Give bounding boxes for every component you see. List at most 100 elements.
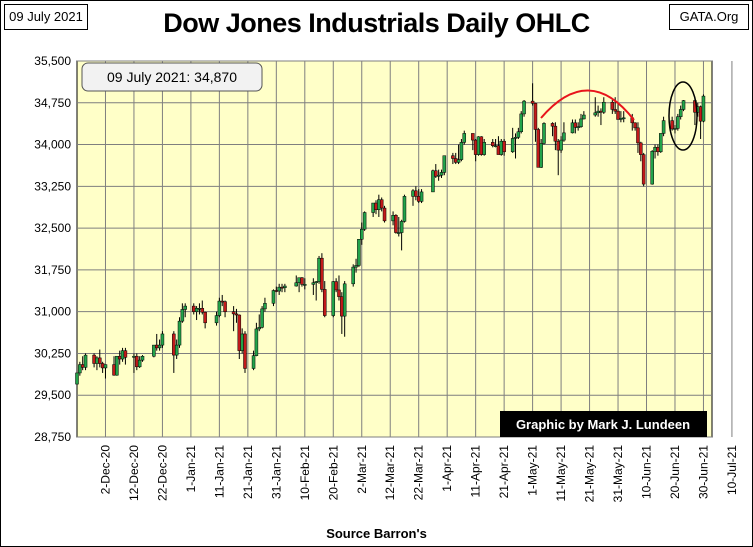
candle-body <box>322 289 327 316</box>
candle-body <box>482 142 486 155</box>
candle-body <box>251 355 256 369</box>
x-tick-label: 21-May-21 <box>583 445 597 503</box>
candle-body <box>559 139 563 151</box>
candle-body <box>462 133 467 143</box>
candle-body <box>431 170 435 193</box>
x-tick-label: 11-Apr-21 <box>469 445 483 498</box>
candle-body <box>479 136 484 155</box>
candle-body <box>573 122 578 128</box>
candle-body <box>214 315 219 324</box>
x-tick-label: 1-Jan-21 <box>184 445 198 493</box>
candle-body <box>172 333 176 356</box>
candle-body <box>636 127 640 144</box>
x-tick-label: 30-Jun-21 <box>696 445 710 499</box>
candle-body <box>582 114 586 120</box>
candle-body <box>459 142 464 160</box>
chart-title: Dow Jones Industrials Daily OHLC <box>163 8 590 38</box>
candle-body <box>602 101 606 113</box>
top-arc-annotation <box>540 89 635 121</box>
candle-body <box>681 100 686 110</box>
candle-body <box>377 199 381 210</box>
candle-body <box>656 147 660 153</box>
candle-body <box>231 311 236 315</box>
candle-body <box>160 333 165 346</box>
candle-body <box>78 364 82 374</box>
candle-body <box>194 308 199 312</box>
candle-body <box>200 308 205 313</box>
candle-body <box>135 355 139 368</box>
candle-body <box>254 328 259 356</box>
candle-body <box>203 311 207 324</box>
circle-annotation <box>668 81 698 151</box>
y-axis-labels: 28,750 29,500 30,250 31,000 31,750 32,500 33,2… <box>34 54 71 444</box>
candle-body <box>243 333 247 369</box>
candle-body <box>80 364 85 368</box>
candle-body <box>658 133 663 153</box>
candle-body <box>510 138 515 153</box>
candle-body <box>260 308 264 328</box>
candle-body <box>419 191 424 202</box>
candle-body <box>639 142 643 155</box>
candle-body <box>397 232 401 234</box>
candle-body <box>240 333 244 351</box>
site-label: GATA.Org <box>669 4 749 30</box>
candle-body <box>274 290 279 292</box>
candle-body <box>337 289 341 297</box>
candle-body <box>300 277 304 285</box>
candle-body <box>490 142 495 146</box>
candle-body <box>621 117 626 120</box>
x-tick-label: 1-Apr-21 <box>440 445 454 492</box>
source-note: Source Barron's <box>326 526 427 541</box>
candle-body <box>562 132 566 141</box>
x-tick-label: 10-Feb-21 <box>298 445 312 501</box>
candle-body <box>277 286 281 292</box>
candle-body <box>132 355 136 358</box>
y-tick-label: 30,250 <box>34 346 71 360</box>
y-tick-label: 33,250 <box>34 179 71 193</box>
candle-body <box>174 344 179 356</box>
x-tick-label: 1-May-21 <box>526 445 540 496</box>
x-axis-labels: 2-Dec-20 12-Dec-20 22-Dec-20 1-Jan-21 11-Jan… <box>98 445 738 503</box>
candle-body <box>613 109 617 112</box>
candle-body <box>550 123 555 127</box>
candle-body <box>471 133 475 141</box>
candle-body <box>641 154 646 185</box>
candle-body <box>411 190 415 197</box>
candle-body <box>357 239 361 266</box>
value-box <box>81 62 263 92</box>
x-tick-label: 31-May-21 <box>611 445 625 503</box>
candle-body <box>191 305 196 312</box>
candle-body <box>653 147 657 152</box>
candle-body <box>473 139 478 155</box>
candle-body <box>283 285 287 288</box>
candle-body <box>95 357 99 364</box>
candle-body <box>476 136 481 155</box>
x-tick-label: 2-Dec-20 <box>98 445 112 495</box>
candle-body <box>434 170 438 177</box>
candle-body <box>391 215 395 222</box>
y-tick-label: 34,750 <box>34 96 71 110</box>
plot-area <box>76 60 713 438</box>
candle-body <box>610 101 615 110</box>
candle-body <box>542 123 546 144</box>
candle-body <box>154 344 159 349</box>
x-tick-label: 31-Jan-21 <box>269 445 283 499</box>
candle-body <box>112 364 116 376</box>
candle-body <box>303 284 307 286</box>
candle-body <box>522 100 526 115</box>
candle-body <box>701 95 706 122</box>
value-box-text: 09 July 2021: 34,870 <box>107 69 237 85</box>
candle-body <box>98 357 102 364</box>
candle-body <box>533 103 538 130</box>
candle-body <box>599 110 603 113</box>
candle-body <box>576 126 580 128</box>
candle-body <box>217 300 222 316</box>
x-tick-label: 2-Mar-21 <box>355 445 369 494</box>
candle-body <box>197 308 202 310</box>
candle-body <box>123 350 128 358</box>
candle-body <box>280 286 284 289</box>
x-tick-label: 21-Apr-21 <box>497 445 511 499</box>
candle-body <box>257 327 261 330</box>
candle-body <box>442 155 447 173</box>
x-tick-label: 10-Jul-21 <box>725 445 739 495</box>
